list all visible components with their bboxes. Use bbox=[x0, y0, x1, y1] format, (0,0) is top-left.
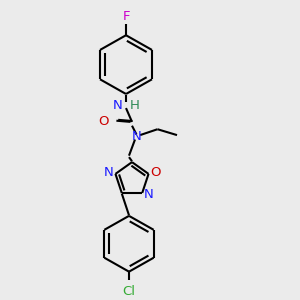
Text: N: N bbox=[144, 188, 154, 201]
Text: N: N bbox=[113, 99, 122, 112]
Text: O: O bbox=[150, 166, 160, 179]
Text: Cl: Cl bbox=[122, 285, 136, 298]
Text: H: H bbox=[130, 99, 140, 112]
Text: F: F bbox=[122, 11, 130, 23]
Text: O: O bbox=[98, 115, 109, 128]
Text: N: N bbox=[132, 130, 141, 143]
Text: N: N bbox=[104, 166, 114, 179]
